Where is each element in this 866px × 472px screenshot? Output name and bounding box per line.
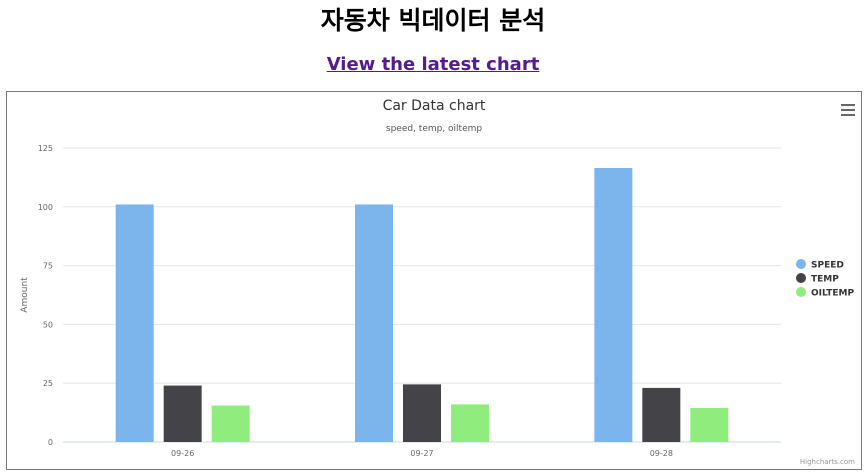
legend-item-label[interactable]: TEMP <box>811 275 839 285</box>
x-tick-label: 09-26 <box>171 449 194 458</box>
bar-temp[interactable] <box>642 387 681 442</box>
bar-oiltemp[interactable] <box>690 407 729 442</box>
legend-marker[interactable] <box>796 287 806 297</box>
legend-marker[interactable] <box>796 273 806 283</box>
y-tick-label: 100 <box>38 203 53 212</box>
chart-container: Car Data chart speed, temp, oiltemp 0 25 5… <box>6 91 862 470</box>
y-tick-label: 75 <box>43 262 53 271</box>
page-title: 자동차 빅데이터 분석 <box>320 6 546 35</box>
x-tick-label: 09-28 <box>650 449 673 458</box>
y-axis-title: Amount <box>20 277 30 313</box>
bar-speed[interactable] <box>355 204 393 442</box>
y-tick-label: 50 <box>43 320 53 329</box>
chart-subtitle: speed, temp, oiltemp <box>385 124 483 134</box>
bar-speed[interactable] <box>594 167 633 442</box>
chart-plot: 0 25 50 75 100 125 Amount 09-26 09-27 09-28 SPEED T… <box>20 144 854 458</box>
legend-item-label[interactable]: OILTEMP <box>811 289 854 299</box>
latest-chart-link[interactable]: View the latest chart <box>326 54 540 75</box>
legend-marker[interactable] <box>796 259 806 269</box>
bar-temp[interactable] <box>163 385 202 442</box>
bar-temp[interactable] <box>403 384 441 442</box>
hamburger-menu-icon[interactable] <box>841 104 855 116</box>
y-tick-label: 25 <box>43 379 53 388</box>
latest-chart-link-container: View the latest chart <box>0 54 866 75</box>
chart-title: Car Data chart <box>382 98 486 114</box>
y-tick-label: 125 <box>38 144 53 153</box>
legend-item-label[interactable]: SPEED <box>811 261 844 271</box>
bar-oiltemp[interactable] <box>451 404 489 442</box>
credits-link[interactable]: Highcharts.com <box>799 458 855 466</box>
y-tick-label: 0 <box>48 438 53 447</box>
bar-speed[interactable] <box>115 204 154 442</box>
bar-oiltemp[interactable] <box>211 405 250 442</box>
x-tick-label: 09-27 <box>410 449 433 458</box>
